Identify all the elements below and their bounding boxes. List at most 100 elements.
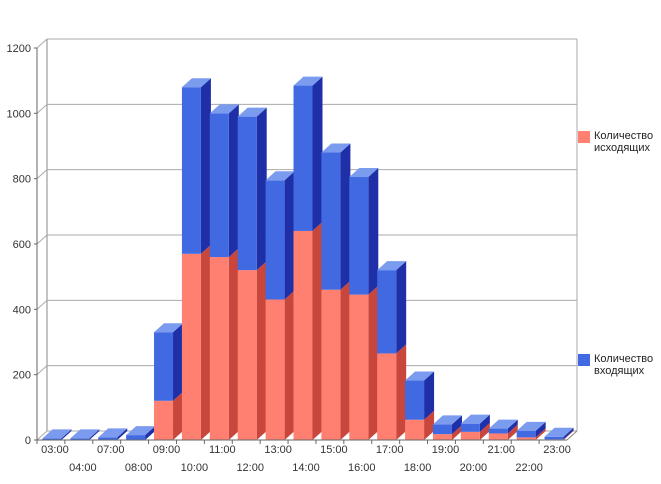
bar-segment-incoming (516, 421, 546, 438)
bar-front (293, 85, 313, 231)
bar-front (265, 299, 285, 440)
x-tick-label: 20:00 (460, 462, 488, 474)
bar-front (42, 438, 62, 440)
bar-front (98, 437, 118, 440)
bar-front (405, 380, 425, 420)
bar-front (544, 436, 564, 440)
bar-front (460, 431, 480, 440)
bar-side (479, 422, 490, 440)
bar-side (396, 261, 407, 354)
x-tick-label: 21:00 (487, 444, 515, 456)
y-tick-label: 1000 (7, 108, 31, 120)
bar-side (368, 285, 379, 440)
bar-side (145, 426, 156, 440)
bar-segment-incoming (405, 371, 435, 420)
grid-diagonal (36, 38, 48, 49)
bar-side (396, 344, 407, 440)
bar-side (228, 104, 239, 258)
bar-front (293, 230, 313, 440)
bar-top (126, 426, 156, 436)
bar-side (61, 429, 72, 440)
bar-side (312, 76, 323, 231)
bar-side (451, 425, 462, 440)
bar-segment-incoming (126, 426, 156, 440)
bar-segment-incoming (377, 261, 407, 354)
bar-top (209, 104, 239, 114)
bar-front (154, 400, 174, 440)
bar-segment-incoming (154, 323, 184, 401)
bar-front (349, 294, 369, 440)
x-tick-label: 19:00 (432, 444, 460, 456)
bar-side (89, 429, 100, 440)
bar-segment-incoming (265, 171, 295, 300)
bar-segment-outgoing (432, 425, 462, 440)
bar-top (237, 107, 267, 117)
bar-front (321, 289, 341, 440)
legend-label-outgoing: Количество исходящих (594, 130, 654, 154)
bar-segment-outgoing (181, 244, 211, 440)
bar-segment-incoming (432, 415, 462, 435)
legend-swatch-outgoing (578, 131, 590, 143)
bar-segment-outgoing (321, 280, 351, 440)
bar-side (117, 428, 128, 440)
y-tick-label: 0 (25, 435, 31, 447)
x-tick-label: 16:00 (348, 462, 376, 474)
bar-front (265, 180, 285, 300)
bar-side (535, 421, 546, 438)
bar-side (563, 430, 574, 440)
bar-segment-outgoing (349, 285, 379, 440)
bar-top (98, 428, 128, 438)
y-tick-label: 800 (13, 174, 31, 186)
bar-front (460, 423, 480, 432)
grid-diagonal (36, 365, 48, 376)
y-tick-label: 1200 (7, 43, 31, 55)
bar-front (349, 177, 369, 295)
bar-top (70, 429, 100, 439)
bar-segment-outgoing (516, 428, 546, 440)
x-tick-label: 14:00 (292, 462, 320, 474)
x-tick-label: 07:00 (97, 444, 125, 456)
bar-segment-incoming (209, 104, 239, 258)
bar-top (42, 429, 72, 439)
bar-side (200, 78, 211, 254)
y-tick-label: 400 (13, 304, 31, 316)
bar-front (488, 428, 508, 434)
bar-side (200, 244, 211, 440)
bar-front (432, 424, 452, 435)
bar-segment-incoming (349, 168, 379, 295)
bar-top (293, 76, 323, 86)
bar-side (479, 414, 490, 432)
bar-side (228, 248, 239, 440)
bar-side (256, 107, 267, 271)
bar-side (563, 427, 574, 440)
bar-top (181, 78, 211, 88)
x-tick-label: 17:00 (376, 444, 404, 456)
x-tick-label: 23:00 (543, 444, 571, 456)
bar-segment-outgoing (265, 290, 295, 440)
bar-side (424, 371, 435, 420)
bar-segment-incoming (460, 414, 490, 432)
bar-side (368, 168, 379, 295)
bar-front (516, 437, 536, 440)
x-tick-label: 18:00 (404, 462, 432, 474)
bar-side (507, 424, 518, 440)
bar-top (405, 371, 435, 381)
bar-segment-incoming (488, 419, 518, 434)
bar-segment-outgoing (460, 422, 490, 440)
bar-segment-incoming (321, 143, 351, 290)
chart-bars (42, 76, 574, 440)
bar-side (340, 143, 351, 290)
bar-segment-outgoing (293, 221, 323, 440)
bar-side (284, 171, 295, 300)
y-axis: 0 200 400 600 800 1000 1200 (7, 43, 38, 447)
bar-segment-outgoing (209, 248, 239, 440)
grid-diagonal (36, 299, 48, 310)
x-axis: 03:0004:0007:0008:0009:0010:0011:0012:00… (36, 430, 578, 474)
bar-side (256, 261, 267, 440)
bar-top (154, 323, 184, 333)
bar-front (209, 113, 229, 258)
bar-top (460, 414, 490, 424)
y-tick-label: 600 (13, 239, 31, 251)
bar-segment-incoming (98, 428, 128, 440)
